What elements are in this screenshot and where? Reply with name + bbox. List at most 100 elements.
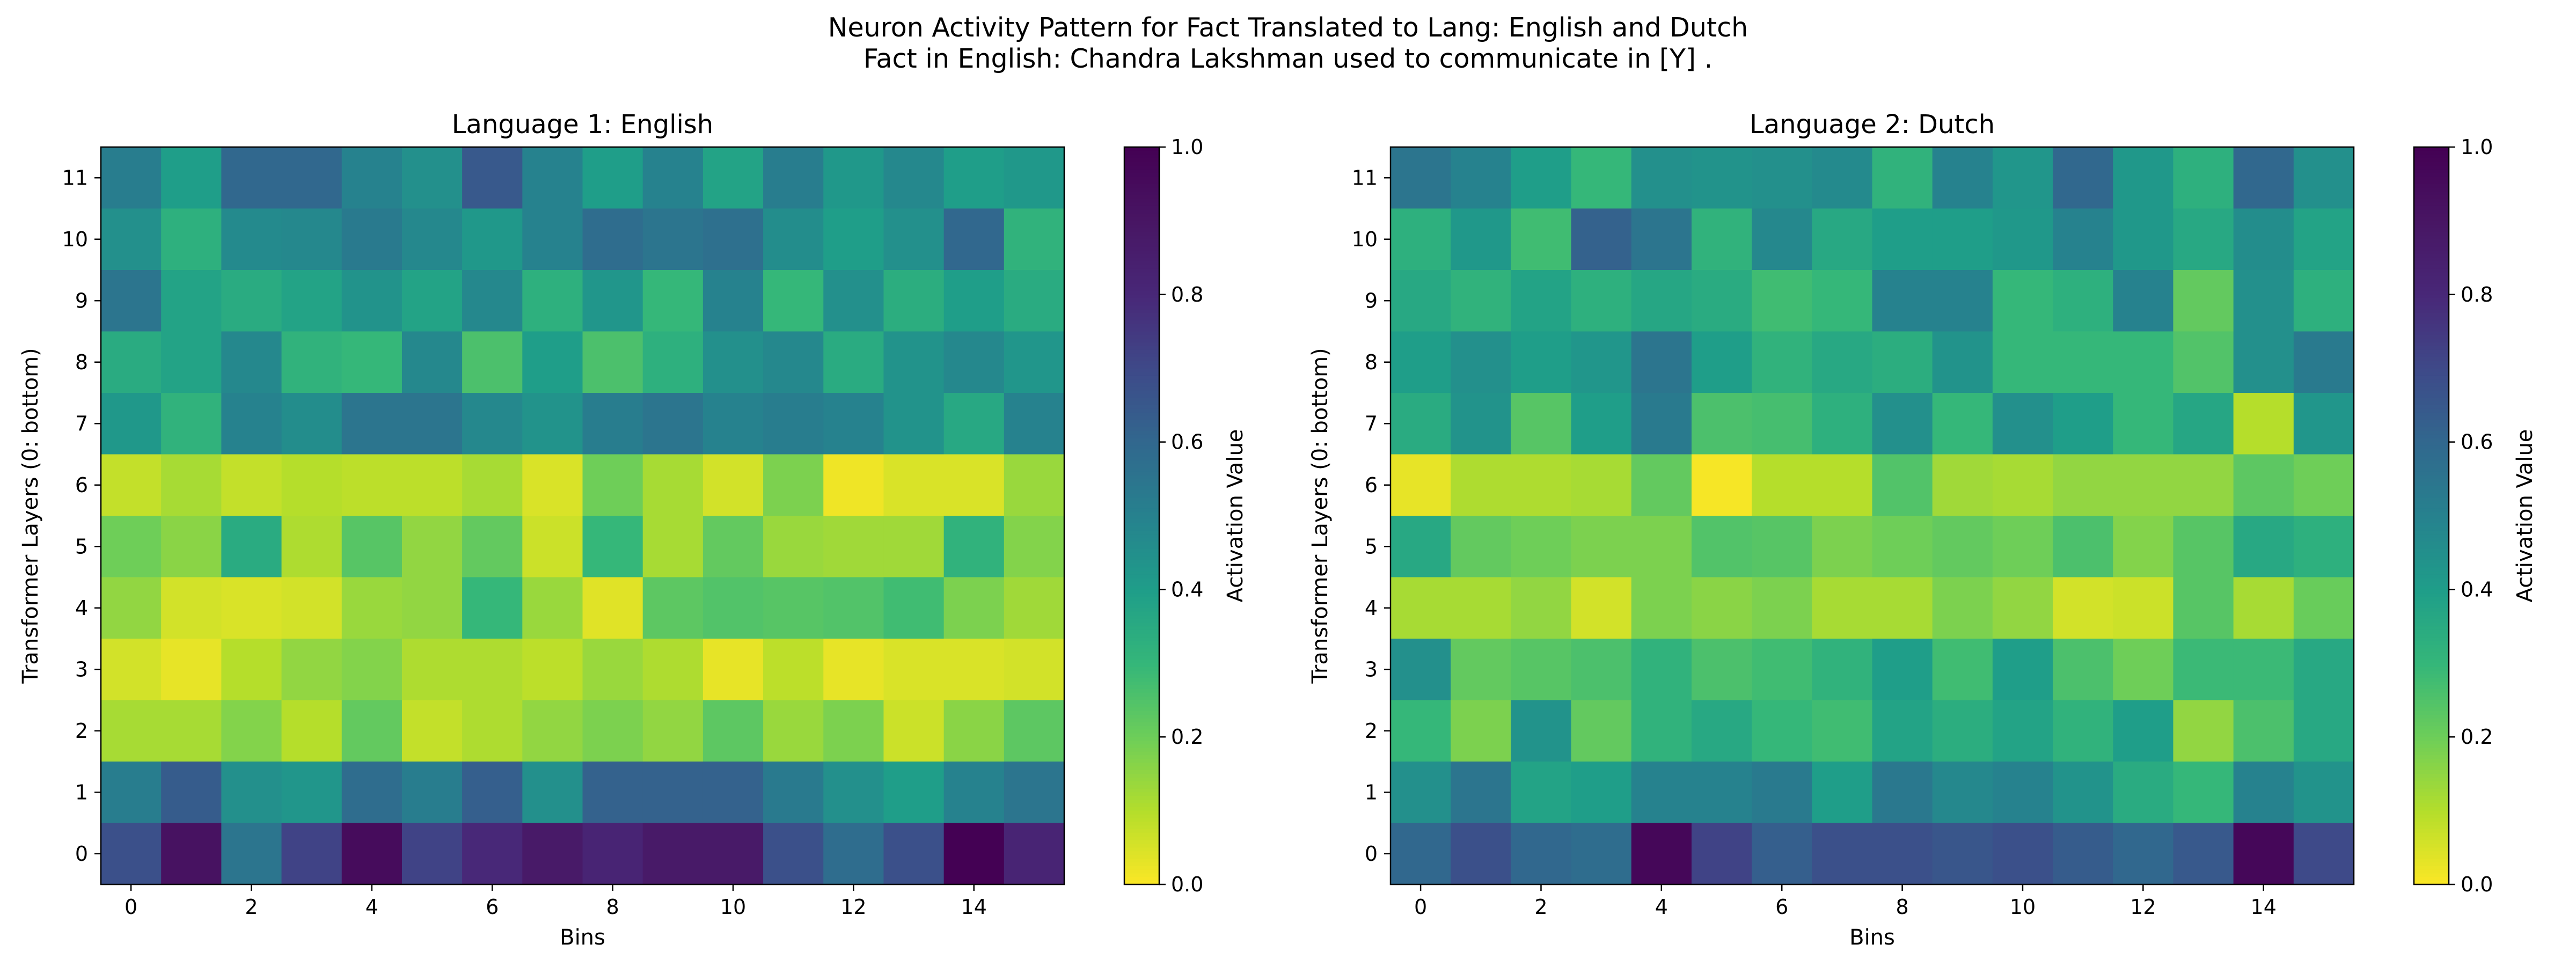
colorbar-segment [1124,578,1159,583]
colorbar-segment [2414,165,2449,170]
colorbar-segment [1124,541,1159,546]
y-tick-label: 1 [75,780,88,804]
y-tick-label: 5 [75,535,88,558]
colorbar-segment [2414,372,2449,376]
heatmap-cell-layer-0-bin-3 [281,823,342,885]
heatmap-cell-layer-2-bin-2 [1511,700,1572,762]
heatmap-cell-layer-6-bin-14 [943,454,1005,516]
colorbar-segment [1124,751,1159,756]
colorbar-segment [2414,545,2449,550]
heatmap-cell-layer-9-bin-8 [582,270,643,332]
colorbar-segment [1124,232,1159,236]
heatmap-cell-layer-6-bin-13 [883,454,945,516]
heatmap-cell-layer-8-bin-13 [883,331,945,393]
colorbar-tick-label: 1.0 [2461,135,2493,159]
heatmap-cell-layer-7-bin-5 [401,393,463,455]
colorbar-segment [1124,829,1159,833]
heatmap-cell-layer-1-bin-3 [1571,762,1632,824]
heatmap-cell-layer-0-bin-10 [1992,823,2053,885]
colorbar-segment [1124,526,1159,531]
heatmap-cell-layer-6-bin-15 [1004,454,1065,516]
heatmap-cell-layer-10-bin-11 [763,208,824,270]
y-axis-label: Transformer Layers (0: bottom) [18,348,43,684]
colorbar-segment [1124,748,1159,752]
colorbar-segment [1124,847,1159,852]
heatmap-cell-layer-1-bin-10 [1992,762,2053,824]
colorbar-segment [2414,873,2449,878]
heatmap-cell-layer-6-bin-12 [2113,454,2174,516]
colorbar-segment [1124,176,1159,181]
colorbar-segment [1124,788,1159,793]
heatmap-cell-layer-3-bin-3 [1571,639,1632,701]
heatmap-cell-layer-10-bin-5 [401,208,463,270]
colorbar-tick-label: 0.4 [1171,577,1203,601]
colorbar-segment [2414,844,2449,848]
heatmap-cell-layer-11-bin-11 [763,147,824,209]
heatmap-cell-layer-7-bin-1 [161,393,222,455]
colorbar-segment [1124,678,1159,682]
colorbar-segment [1124,430,1159,435]
colorbar-segment [1124,434,1159,439]
colorbar-segment [1124,460,1159,465]
colorbar-segment [2414,869,2449,874]
colorbar-segment [1124,567,1159,572]
colorbar-segment [2414,486,2449,491]
colorbar-segment [2414,398,2449,402]
heatmap-cell-layer-7-bin-4 [1631,393,1692,455]
colorbar-segment [2414,261,2449,266]
heatmap-cell-layer-3-bin-2 [221,639,282,701]
heatmap-cell-layer-1-bin-15 [2293,762,2354,824]
heatmap-cell-layer-4-bin-7 [1812,577,1873,639]
colorbar-segment [1124,290,1159,295]
colorbar-segment [1124,696,1159,701]
colorbar-segment [2414,206,2449,210]
colorbar-segment [2414,342,2449,347]
heatmap-cell-layer-11-bin-11 [2053,147,2113,209]
colorbar-segment [2414,195,2449,199]
colorbar-segment [2414,361,2449,365]
heatmap-cell-layer-7-bin-9 [642,393,704,455]
heatmap-cell-layer-8-bin-3 [1571,331,1632,393]
heatmap-cell-layer-7-bin-12 [2113,393,2174,455]
heatmap-cell-layer-8-bin-7 [1812,331,1873,393]
colorbar-segment [1124,324,1159,328]
heatmap-cell-layer-7-bin-7 [522,393,583,455]
heatmap-cell-layer-1-bin-7 [1812,762,1873,824]
colorbar-segment [2414,287,2449,291]
colorbar-segment [2414,641,2449,646]
colorbar-segment [2414,154,2449,159]
colorbar-segment [1124,692,1159,697]
colorbar-segment [2414,158,2449,163]
colorbar-segment [2414,763,2449,767]
colorbar-segment [2414,571,2449,575]
heatmap-cell-layer-5-bin-10 [702,516,764,578]
y-tick-label: 10 [62,228,88,251]
colorbar-segment [1124,682,1159,686]
colorbar-segment [1124,645,1159,649]
colorbar-segment [2414,755,2449,760]
colorbar-segment [1124,836,1159,841]
colorbar-segment [1124,479,1159,483]
colorbar-segment [2414,744,2449,749]
colorbar-segment [1124,501,1159,506]
colorbar-segment [2414,751,2449,756]
x-tick-label: 6 [1775,895,1788,919]
colorbar-segment [2414,803,2449,808]
colorbar-segment [2414,379,2449,384]
colorbar-segment [2414,364,2449,369]
heatmap-cell-layer-5-bin-3 [281,516,342,578]
colorbar-segment [1124,497,1159,502]
heatmap-cell-layer-9-bin-5 [401,270,463,332]
colorbar-segment [1124,309,1159,313]
colorbar-segment [2414,445,2449,450]
heatmap-cell-layer-2-bin-5 [1691,700,1752,762]
colorbar-segment [2414,733,2449,737]
colorbar-segment [1124,294,1159,299]
colorbar-segment [1124,313,1159,317]
y-tick-label: 7 [1365,412,1378,435]
heatmap-cell-layer-10-bin-12 [823,208,884,270]
heatmap-cell-layer-3-bin-13 [2173,639,2234,701]
heatmap-cell-layer-10-bin-4 [1631,208,1692,270]
heatmap-cell-layer-2-bin-7 [1812,700,1873,762]
colorbar-segment [1124,276,1159,281]
